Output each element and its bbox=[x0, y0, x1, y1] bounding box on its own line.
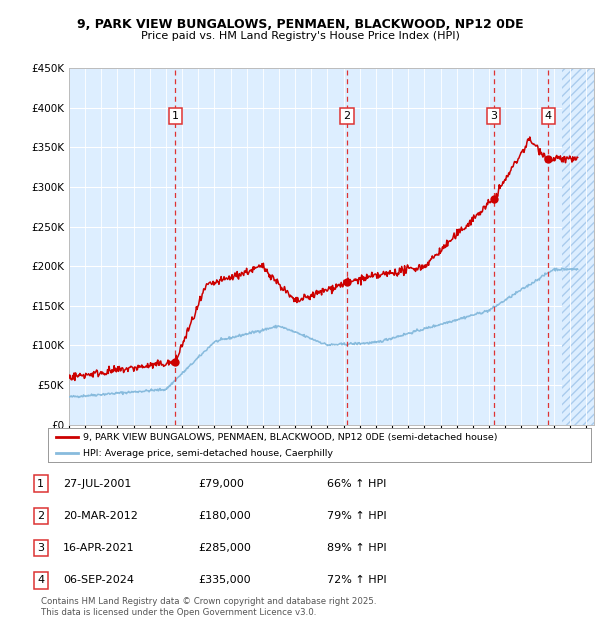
Text: 1: 1 bbox=[172, 111, 179, 121]
Text: 20-MAR-2012: 20-MAR-2012 bbox=[63, 511, 138, 521]
Text: 2: 2 bbox=[344, 111, 351, 121]
Text: 1: 1 bbox=[37, 479, 44, 489]
Text: 79% ↑ HPI: 79% ↑ HPI bbox=[327, 511, 386, 521]
Text: 89% ↑ HPI: 89% ↑ HPI bbox=[327, 543, 386, 553]
Text: 27-JUL-2001: 27-JUL-2001 bbox=[63, 479, 131, 489]
Text: 4: 4 bbox=[37, 575, 44, 585]
Text: £180,000: £180,000 bbox=[198, 511, 251, 521]
Bar bbox=[562, 68, 594, 425]
Text: HPI: Average price, semi-detached house, Caerphilly: HPI: Average price, semi-detached house,… bbox=[83, 449, 333, 458]
Text: £79,000: £79,000 bbox=[198, 479, 244, 489]
Text: £335,000: £335,000 bbox=[198, 575, 251, 585]
Text: 66% ↑ HPI: 66% ↑ HPI bbox=[327, 479, 386, 489]
Text: 2: 2 bbox=[37, 511, 44, 521]
Text: £285,000: £285,000 bbox=[198, 543, 251, 553]
Text: Contains HM Land Registry data © Crown copyright and database right 2025.
This d: Contains HM Land Registry data © Crown c… bbox=[41, 598, 376, 617]
Text: 9, PARK VIEW BUNGALOWS, PENMAEN, BLACKWOOD, NP12 0DE: 9, PARK VIEW BUNGALOWS, PENMAEN, BLACKWO… bbox=[77, 19, 523, 31]
Text: 3: 3 bbox=[490, 111, 497, 121]
Text: 06-SEP-2024: 06-SEP-2024 bbox=[63, 575, 134, 585]
Text: 16-APR-2021: 16-APR-2021 bbox=[63, 543, 134, 553]
Text: 4: 4 bbox=[545, 111, 552, 121]
Text: Price paid vs. HM Land Registry's House Price Index (HPI): Price paid vs. HM Land Registry's House … bbox=[140, 31, 460, 41]
Text: 3: 3 bbox=[37, 543, 44, 553]
Text: 72% ↑ HPI: 72% ↑ HPI bbox=[327, 575, 386, 585]
Text: 9, PARK VIEW BUNGALOWS, PENMAEN, BLACKWOOD, NP12 0DE (semi-detached house): 9, PARK VIEW BUNGALOWS, PENMAEN, BLACKWO… bbox=[83, 433, 498, 441]
